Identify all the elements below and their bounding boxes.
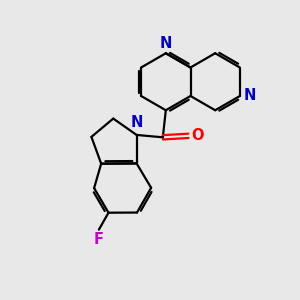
- Text: O: O: [191, 128, 204, 143]
- Text: N: N: [160, 36, 172, 51]
- Text: N: N: [244, 88, 256, 104]
- Text: N: N: [130, 115, 143, 130]
- Text: F: F: [94, 232, 104, 247]
